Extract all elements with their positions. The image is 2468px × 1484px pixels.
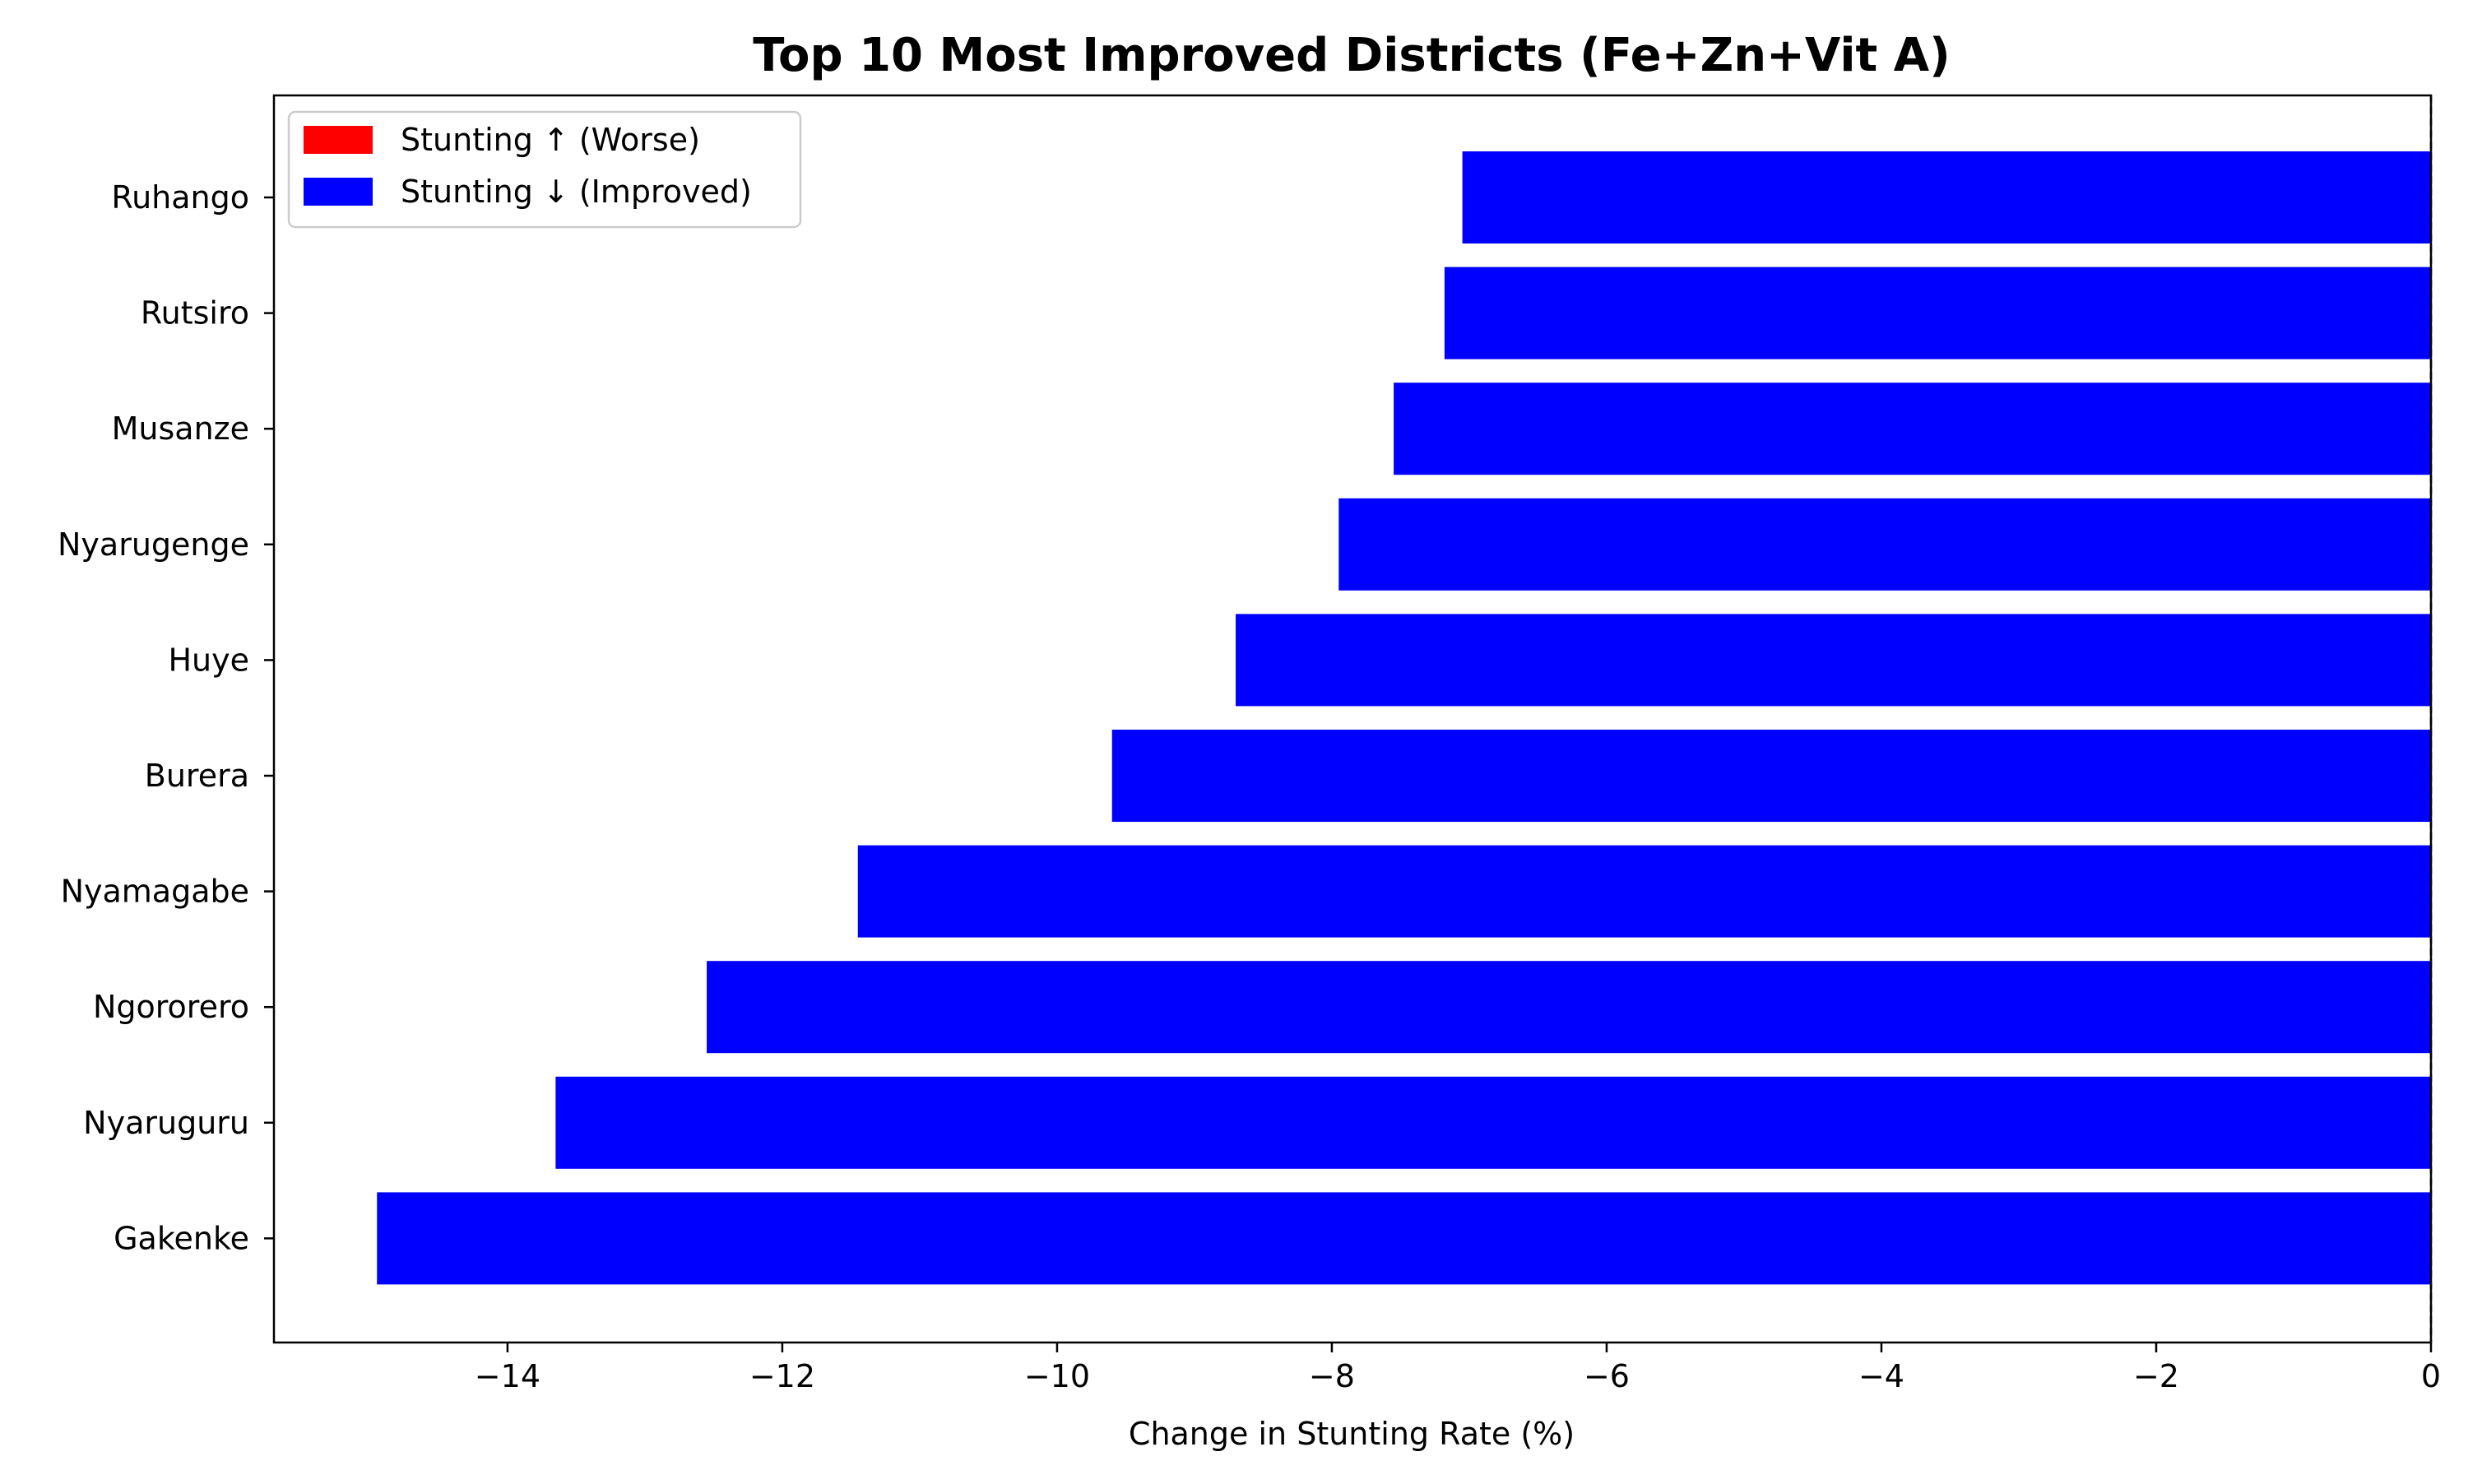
x-axis-label: Change in Stunting Rate (%) bbox=[1129, 1416, 1575, 1452]
x-tick-label: −6 bbox=[1584, 1358, 1630, 1394]
legend: Stunting ↑ (Worse) Stunting ↓ (Improved) bbox=[287, 110, 802, 229]
bar-burera bbox=[1111, 730, 2431, 822]
x-tick-label: −12 bbox=[749, 1358, 815, 1394]
bar-nyarugenge bbox=[1338, 498, 2431, 591]
y-tick-label-nyaruguru: Nyaruguru bbox=[83, 1105, 249, 1141]
legend-label: Stunting ↑ (Worse) bbox=[401, 122, 700, 158]
legend-label: Stunting ↓ (Improved) bbox=[401, 174, 752, 210]
x-tick-label: −2 bbox=[2133, 1358, 2179, 1394]
bar-ruhango bbox=[1462, 151, 2431, 243]
bar-nyamagabe bbox=[857, 845, 2431, 938]
y-tick-label-gakenke: Gakenke bbox=[114, 1220, 249, 1256]
legend-swatch bbox=[304, 178, 373, 206]
bar-nyaruguru bbox=[555, 1076, 2431, 1169]
bar-ngororero bbox=[707, 961, 2431, 1054]
y-tick-label-musanze: Musanze bbox=[112, 410, 249, 447]
x-tick-label: 0 bbox=[2421, 1358, 2441, 1394]
y-tick-label-rutsiro: Rutsiro bbox=[141, 295, 249, 332]
x-tick-label: −10 bbox=[1024, 1358, 1090, 1394]
x-tick-label: −14 bbox=[475, 1358, 540, 1394]
y-tick-label-nyamagabe: Nyamagabe bbox=[61, 874, 249, 910]
y-tick-label-huye: Huye bbox=[168, 642, 249, 678]
y-tick-label-ngororero: Ngororero bbox=[93, 989, 249, 1025]
legend-swatch bbox=[304, 126, 373, 154]
axes-layer bbox=[272, 94, 2433, 1344]
x-tick-label: −8 bbox=[1309, 1358, 1355, 1394]
chart-title: Top 10 Most Improved Districts (Fe+Zn+Vi… bbox=[753, 29, 1950, 82]
x-tick-label: −4 bbox=[1858, 1358, 1904, 1394]
bars-layer bbox=[377, 151, 2431, 1285]
bar-rutsiro bbox=[1444, 267, 2431, 359]
ticks-layer: −14 −12 −10 −8 −6 −4 −2 0 Ruhango Rutsiro Musanze N… bbox=[58, 179, 2441, 1394]
y-tick-label-nyarugenge: Nyarugenge bbox=[58, 526, 249, 563]
bar-musanze bbox=[1394, 383, 2431, 475]
legend-box bbox=[287, 110, 802, 229]
y-tick-label-ruhango: Ruhango bbox=[111, 179, 249, 216]
y-tick-label-burera: Burera bbox=[145, 758, 249, 794]
bar-gakenke bbox=[377, 1192, 2431, 1285]
bar-huye bbox=[1236, 614, 2431, 707]
